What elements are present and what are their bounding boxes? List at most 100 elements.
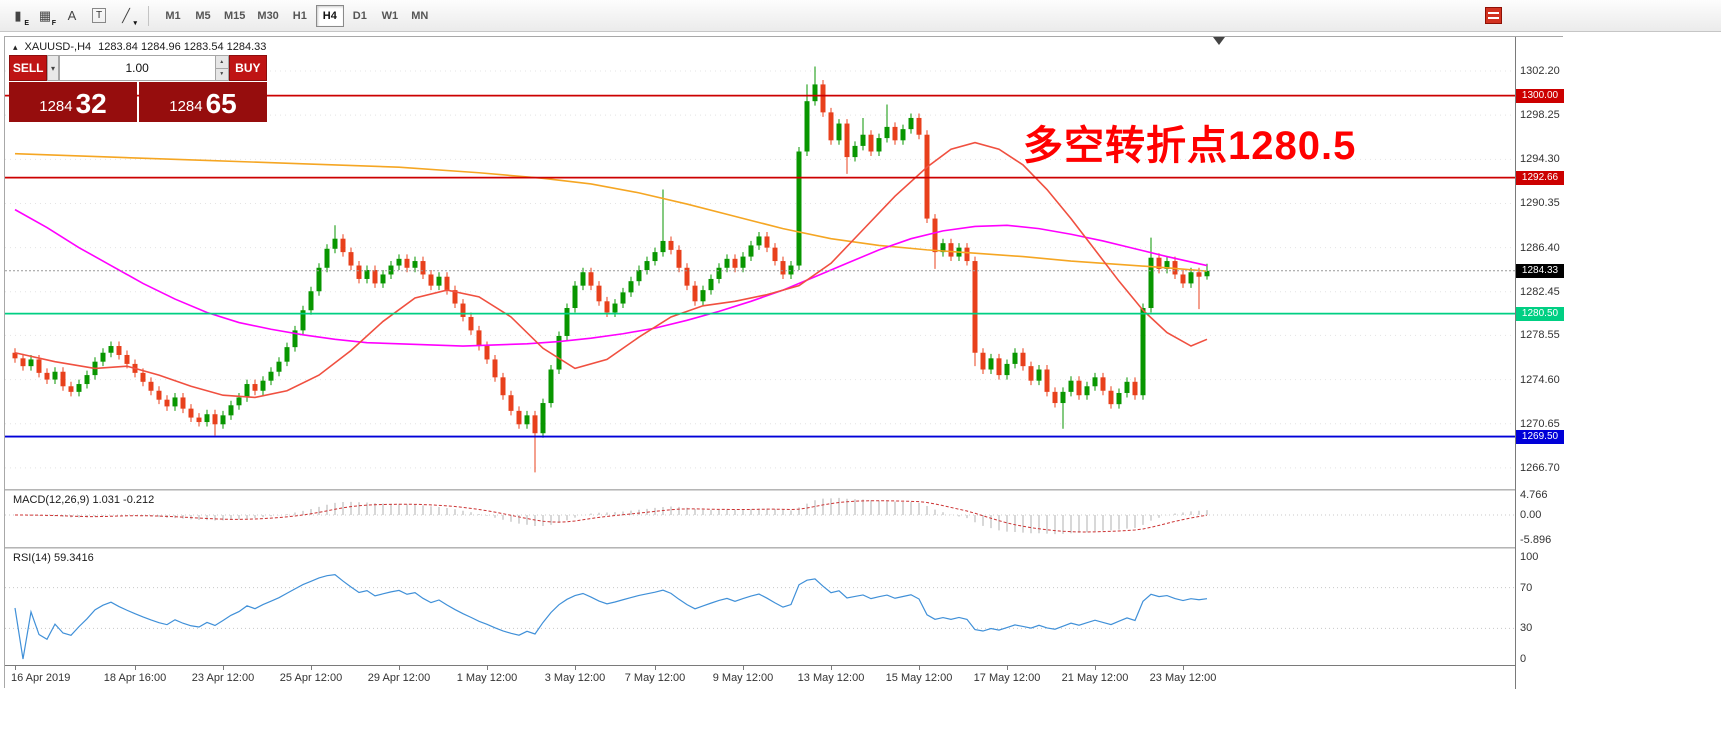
- grid-chart-icon[interactable]: ▦ F: [33, 5, 57, 27]
- draw-line-glyph: ╱: [122, 7, 130, 23]
- lot-dropdown-caret-icon[interactable]: ▾: [47, 55, 59, 81]
- time-axis-label: 15 May 12:00: [885, 672, 953, 684]
- candlestick-chart-icon[interactable]: ▮ E: [6, 5, 30, 27]
- time-axis-tick: [311, 666, 312, 670]
- price-axis-label: 1282.45: [1520, 285, 1560, 298]
- timeframe-button-w1[interactable]: W1: [381, 9, 399, 22]
- draw-tools-icon[interactable]: ╱ ▾: [114, 5, 138, 27]
- time-axis-tick: [919, 666, 920, 670]
- timeframe-button-h4[interactable]: H4: [315, 4, 344, 27]
- buy-price-pips: 65: [205, 88, 237, 119]
- red-grid-icon[interactable]: [1485, 7, 1502, 24]
- hline-price-badge: 1269.50: [1516, 429, 1564, 444]
- candlestick-glyph: ▮: [14, 7, 22, 23]
- trade-panel-prices: 1284 32 1284 65: [9, 82, 267, 122]
- grid-badge: F: [51, 19, 56, 27]
- timeframe-button-m30[interactable]: M30: [257, 9, 279, 22]
- time-axis-tick: [15, 666, 16, 670]
- time-axis-label: 1 May 12:00: [456, 672, 518, 684]
- toolbar-separator: [148, 5, 149, 26]
- main-chart-pane[interactable]: ▴ XAUUSD-,H4 1283.84 1284.96 1283.54 128…: [5, 37, 1515, 489]
- draw-caret-icon: ▾: [133, 19, 137, 27]
- pane-separator[interactable]: [5, 489, 1515, 491]
- time-axis-tick: [135, 666, 136, 670]
- hline-price-badge: 1300.00: [1516, 88, 1564, 103]
- main-chart-svg[interactable]: [5, 37, 1515, 489]
- timeframe-button-m5[interactable]: M5: [195, 9, 211, 22]
- buy-price-display[interactable]: 1284 65: [139, 82, 267, 122]
- macd-scale-label: 0.00: [1520, 509, 1542, 521]
- time-axis-tick: [487, 666, 488, 670]
- symbol-collapse-icon[interactable]: ▴: [13, 41, 18, 52]
- buy-price-main: 1284: [169, 98, 203, 115]
- text-tool-a-icon[interactable]: A: [60, 5, 84, 27]
- time-axis-label: 9 May 12:00: [712, 672, 774, 684]
- time-axis-label: 13 May 12:00: [797, 672, 865, 684]
- time-axis-tick: [831, 666, 832, 670]
- sell-price-display[interactable]: 1284 32: [9, 82, 137, 122]
- time-axis-tick: [1183, 666, 1184, 670]
- timeframe-button-m1[interactable]: M1: [165, 9, 181, 22]
- time-axis-label: 29 Apr 12:00: [367, 672, 431, 684]
- toolbar: ▮ E ▦ F A T ╱ ▾ M1 M5 M15 M30 H1 H4 D1 W1 MN: [0, 0, 1721, 32]
- timeframe-button-m15[interactable]: M15: [224, 9, 246, 22]
- price-axis-label: 1302.20: [1520, 65, 1560, 77]
- rsi-pane[interactable]: RSI(14) 59.3416: [5, 549, 1515, 665]
- ma-slow-orange: [14, 152, 1208, 272]
- time-axis-tick: [1007, 666, 1008, 670]
- sell-price-pips: 32: [75, 88, 107, 119]
- price-axis[interactable]: 1302.20 1298.25 1294.30 1290.35 1286.40 1282.…: [1515, 37, 1564, 689]
- buy-button[interactable]: BUY: [228, 55, 267, 81]
- ma-mid-magenta: [14, 208, 1208, 347]
- price-axis-label: 1286.40: [1520, 241, 1560, 254]
- rsi-scale-label: 30: [1520, 622, 1533, 635]
- chart-shift-marker[interactable]: [1213, 37, 1225, 45]
- rsi-label: RSI(14) 59.3416: [13, 552, 94, 564]
- macd-chart-svg[interactable]: [5, 491, 1515, 547]
- time-axis-label: 3 May 12:00: [544, 672, 606, 684]
- hline-price-badge: 1280.50: [1516, 306, 1564, 321]
- time-axis-label: 18 Apr 16:00: [103, 672, 167, 684]
- timeframe-button-mn[interactable]: MN: [411, 9, 429, 22]
- sell-price-main: 1284: [39, 98, 73, 115]
- chart-annotation-text[interactable]: 多空转折点1280.5: [1023, 124, 1357, 168]
- time-axis-tick: [575, 666, 576, 670]
- current-price-badge: 1284.33: [1516, 263, 1564, 278]
- macd-signal-line: [14, 500, 1208, 533]
- lot-size-field: ▲ ▼: [58, 55, 229, 81]
- rsi-line: [14, 573, 1208, 660]
- price-axis-label: 1298.25: [1520, 109, 1560, 122]
- time-axis-tick: [655, 666, 656, 670]
- timeframe-button-d1[interactable]: D1: [352, 9, 367, 22]
- lot-increase-button[interactable]: ▲: [215, 56, 228, 69]
- text-tool-t-icon[interactable]: T: [87, 5, 111, 27]
- macd-histogram: [22, 497, 1208, 535]
- timeframe-button-h1[interactable]: H1: [292, 9, 307, 22]
- price-axis-label: 1274.60: [1520, 373, 1560, 386]
- time-axis-tick: [223, 666, 224, 670]
- rsi-chart-svg[interactable]: [5, 549, 1515, 665]
- sell-button[interactable]: SELL: [9, 55, 48, 81]
- candlestick-badge: E: [24, 19, 29, 27]
- price-axis-label: 1266.70: [1520, 461, 1560, 474]
- time-axis-label: 23 May 12:00: [1149, 672, 1217, 684]
- timeframe-buttons: M1 M5 M15 M30 H1 H4 D1 W1 MN: [159, 4, 434, 27]
- chart-window: ▴ XAUUSD-,H4 1283.84 1284.96 1283.54 128…: [4, 36, 1564, 689]
- text-t-glyph: T: [91, 8, 107, 23]
- pane-separator[interactable]: [5, 547, 1515, 549]
- lot-decrease-button[interactable]: ▼: [215, 68, 228, 80]
- price-axis-label: 1290.35: [1520, 197, 1560, 210]
- time-axis-label: 16 Apr 2019: [11, 672, 71, 684]
- time-axis-label: 23 Apr 12:00: [191, 672, 255, 684]
- rsi-scale-label: 100: [1520, 551, 1539, 563]
- time-axis-label: 17 May 12:00: [973, 672, 1041, 684]
- lot-size-input[interactable]: [59, 56, 215, 80]
- symbol-ohlc-values: 1283.84 1284.96 1283.54 1284.33: [98, 41, 267, 53]
- macd-pane[interactable]: MACD(12,26,9) 1.031 -0.212: [5, 491, 1515, 547]
- hline-price-badge: 1292.66: [1516, 170, 1564, 185]
- candles-series: [12, 66, 1210, 473]
- time-axis[interactable]: 16 Apr 2019 18 Apr 16:00 23 Apr 12:00 25 Ap…: [5, 665, 1515, 689]
- time-axis-tick: [743, 666, 744, 670]
- price-axis-label: 1294.30: [1520, 153, 1560, 166]
- ma-fast-red: [14, 141, 1208, 399]
